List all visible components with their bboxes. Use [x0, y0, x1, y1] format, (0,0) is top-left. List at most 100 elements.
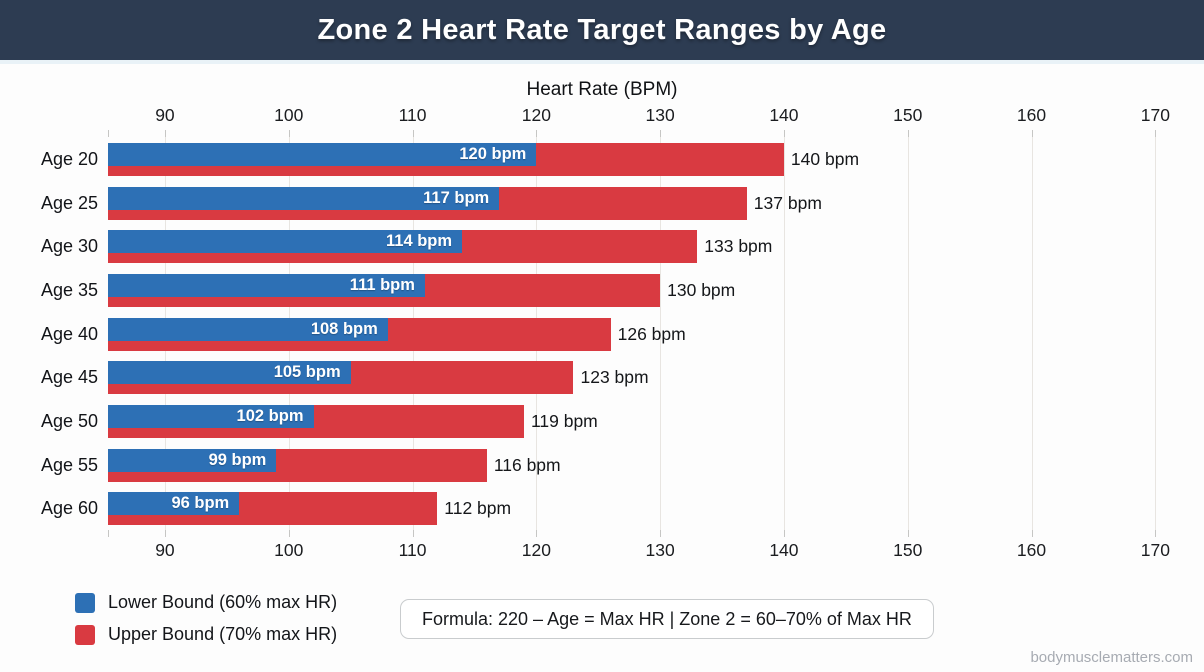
- gridline: [1155, 137, 1157, 530]
- axis-tick-label: 120: [521, 105, 551, 125]
- axis-tick-label: 100: [274, 105, 304, 125]
- axis-tick-label: 100: [274, 540, 304, 560]
- lower-bound-value-label: 120 bpm: [459, 145, 527, 163]
- lower-bound-bar: 114 bpm: [108, 230, 463, 254]
- formula-text: Formula: 220 – Age = Max HR | Zone 2 = 6…: [422, 608, 912, 629]
- axis-tick-label: 130: [645, 105, 675, 125]
- axis-tick-label: 130: [645, 540, 675, 560]
- axis-tick-label: 150: [893, 540, 923, 560]
- plot-area: Age 20 120 bpm 140 bpm Age 25 117 bpm 137 bpm…: [41, 137, 1190, 530]
- lower-bound-value-label: 99 bpm: [208, 450, 267, 469]
- formula-box: Formula: 220 – Age = Max HR | Zone 2 = 6…: [400, 599, 934, 639]
- lower-bound-bar: 108 bpm: [108, 317, 388, 341]
- age-label: Age 30: [40, 236, 98, 257]
- x-axis-top: 90 100 110 120 130 140 150 160 170: [108, 103, 1190, 137]
- axis-tick-label: 170: [1140, 105, 1170, 125]
- axis-tick-mark: [907, 530, 909, 537]
- lower-bound-value-label: 102 bpm: [236, 407, 304, 426]
- axis-tick-label: 90: [155, 105, 175, 125]
- axis-tick-mark: [1031, 530, 1033, 537]
- legend-swatch: [75, 592, 95, 613]
- lower-bound-bar: 105 bpm: [108, 361, 351, 385]
- axis-tick-label: 120: [521, 540, 551, 560]
- lower-bound-bar: 99 bpm: [108, 448, 277, 472]
- chart-row: Age 20 120 bpm 140 bpm: [41, 137, 1190, 181]
- chart-row: Age 30 114 bpm 133 bpm: [41, 224, 1190, 268]
- axis-tick-mark: [660, 530, 662, 537]
- axis-tick-label: 150: [893, 105, 923, 125]
- chart-row: Age 35 111 bpm 130 bpm: [41, 268, 1190, 312]
- chart-row: Age 45 105 bpm 123 bpm: [41, 355, 1190, 399]
- gridline: [660, 137, 662, 530]
- age-label: Age 25: [40, 192, 98, 213]
- age-label: Age 20: [40, 149, 98, 169]
- axis-tick-mark: [783, 130, 785, 137]
- lower-bound-bar: 96 bpm: [108, 492, 240, 516]
- lower-bound-bar: 120 bpm: [108, 143, 537, 166]
- chart-row: Age 60 96 bpm 112 bpm: [41, 486, 1190, 530]
- upper-bound-value-label: 112 bpm: [444, 498, 512, 519]
- axis-tick-mark: [412, 530, 414, 537]
- axis-tick-mark: [907, 130, 909, 137]
- chart-row: Age 40 108 bpm 126 bpm: [41, 312, 1190, 356]
- axis-tick-mark: [164, 530, 166, 537]
- lower-bound-value-label: 96 bpm: [171, 494, 230, 513]
- lower-bound-value-label: 108 bpm: [310, 319, 378, 338]
- lower-bound-bar: 102 bpm: [108, 405, 314, 429]
- x-axis-title: Heart Rate (BPM): [526, 79, 678, 100]
- legend: Lower Bound (60% max HR) Upper Bound (70%…: [75, 592, 337, 656]
- upper-bound-value-label: 130 bpm: [667, 280, 736, 301]
- axis-tick-label: 110: [398, 540, 427, 560]
- x-axis-bottom: 90 100 110 120 130 140 150 160 170: [108, 530, 1190, 564]
- age-label: Age 40: [40, 323, 98, 344]
- legend-item: Lower Bound (60% max HR): [75, 592, 337, 613]
- upper-bound-value-label: 123 bpm: [580, 367, 649, 388]
- axis-tick-mark: [164, 130, 166, 137]
- lower-bound-bar: 111 bpm: [108, 274, 425, 298]
- axis-tick-mark: [1031, 130, 1033, 137]
- axis-edge-tick: [108, 530, 109, 537]
- axis-tick-mark: [783, 530, 785, 537]
- bar-rows: Age 20 120 bpm 140 bpm Age 25 117 bpm 137 bpm…: [41, 137, 1190, 530]
- lower-bound-value-label: 105 bpm: [273, 363, 341, 382]
- axis-tick-label: 160: [1016, 540, 1047, 560]
- age-label: Age 55: [40, 454, 98, 475]
- legend-item: Upper Bound (70% max HR): [75, 624, 337, 645]
- lower-bound-value-label: 117 bpm: [423, 188, 490, 207]
- chart-row: Age 25 117 bpm 137 bpm: [41, 181, 1190, 225]
- axis-tick-label: 140: [769, 540, 799, 560]
- age-label: Age 35: [40, 280, 98, 301]
- upper-bound-value-label: 126 bpm: [617, 323, 686, 344]
- axis-tick-mark: [1155, 530, 1157, 537]
- axis-tick-label: 170: [1140, 540, 1170, 560]
- chart-row: Age 55 99 bpm 116 bpm: [41, 443, 1190, 487]
- gridline: [783, 137, 785, 530]
- upper-bound-value-label: 137 bpm: [753, 192, 822, 213]
- gridline: [907, 137, 909, 530]
- axis-tick-mark: [412, 130, 414, 137]
- upper-bound-value-label: 140 bpm: [790, 149, 860, 169]
- gridline: [1031, 137, 1033, 530]
- watermark: bodymusclematters.com: [1030, 649, 1193, 666]
- axis-tick-mark: [1155, 130, 1157, 137]
- lower-bound-value-label: 114 bpm: [386, 232, 453, 251]
- axis-tick-mark: [536, 530, 538, 537]
- chart-row: Age 50 102 bpm 119 bpm: [41, 399, 1190, 443]
- lower-bound-bar: 117 bpm: [108, 186, 500, 210]
- upper-bound-value-label: 133 bpm: [704, 236, 773, 257]
- axis-tick-mark: [288, 530, 290, 537]
- age-label: Age 50: [40, 411, 98, 432]
- axis-tick-label: 90: [155, 540, 175, 560]
- axis-tick-label: 110: [398, 105, 427, 125]
- legend-label: Upper Bound (70% max HR): [108, 624, 338, 644]
- axis-tick-mark: [660, 130, 662, 137]
- lower-bound-value-label: 111 bpm: [349, 276, 415, 295]
- axis-tick-mark: [536, 130, 538, 137]
- axis-edge-tick: [108, 130, 109, 137]
- axis-tick-mark: [288, 130, 290, 137]
- chart-title: Zone 2 Heart Rate Target Ranges by Age: [317, 13, 887, 46]
- legend-swatch: [75, 624, 95, 645]
- header: Zone 2 Heart Rate Target Ranges by Age: [0, 0, 1204, 64]
- age-label: Age 45: [40, 367, 98, 388]
